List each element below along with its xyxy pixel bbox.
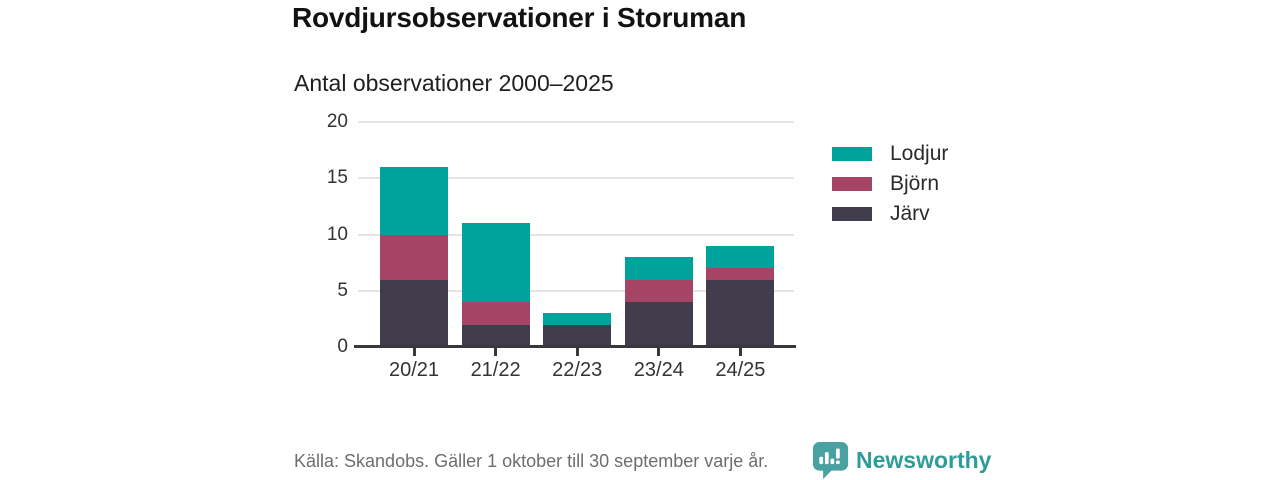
chart-title: Rovdjursobservationer i Storuman [292,2,747,33]
legend-label: Björn [890,172,940,195]
bar-24-25 [706,245,775,347]
x-axis-tick-label: 23/24 [633,359,684,381]
legend-item-järv: Järv [832,202,948,225]
bar-segment-lodjur [624,257,693,280]
bar-segment-lodjur [706,245,775,269]
legend-swatch-järv [832,207,872,221]
x-axis-tick [412,347,416,356]
bar-23-24 [624,257,693,347]
newsworthy-logo: Newsworthy [812,441,991,479]
gridline-y10 [358,233,794,236]
gridline-y5 [358,289,794,292]
x-axis-tick-label: 22/23 [552,359,603,381]
legend-label: Järv [890,202,930,225]
x-axis-tick-label: 24/25 [715,359,766,381]
legend-swatch-björn [832,177,872,191]
x-axis-tick-label: 21/22 [470,359,521,381]
gridline-y20 [358,121,794,123]
bar-segment-järv [706,279,775,347]
source-note: Källa: Skandobs. Gäller 1 oktober till 3… [294,451,769,471]
bar-segment-björn [706,268,775,280]
newsworthy-logo-icon [812,441,849,479]
x-axis-tick [738,347,742,356]
x-axis-tick [494,347,498,356]
legend-item-lodjur: Lodjur [832,142,949,165]
y-axis-tick-label: 20 [326,111,348,132]
legend-label: Lodjur [890,142,949,165]
legend-swatch-lodjur [832,147,872,161]
legend: Lodjur Björn Järv [832,142,949,233]
bar-20-21 [380,167,448,347]
bar-segment-lodjur [380,167,448,235]
bar-segment-björn [461,302,530,325]
bar-segment-lodjur [461,223,530,302]
y-axis-tick-label: 0 [337,336,348,357]
gridline-y15 [358,177,794,180]
x-axis-tick [657,347,661,356]
x-axis-line [354,345,796,348]
y-axis-tick-label: 5 [337,279,348,301]
bar-segment-järv [380,279,448,347]
y-axis-tick-label: 10 [326,223,348,245]
plot-area: 0 5 10 15 20 20/21 21/22 22/23 23/24 24/25 [327,111,796,381]
x-axis-tick-label: 20/21 [388,359,440,381]
y-axis-tick-label: 15 [326,167,348,189]
bar-22-23 [543,313,612,347]
bar-segment-järv [543,324,612,347]
bar-segment-järv [461,324,530,347]
x-axis-tick [575,347,579,356]
bar-segment-lodjur [543,313,612,325]
bar-segment-järv [624,302,693,347]
bar-segment-björn [380,234,448,280]
chart-subtitle: Antal observationer 2000–2025 [294,70,614,96]
legend-item-björn: Björn [832,172,948,195]
bar-21-22 [461,223,530,347]
brand-name: Newsworthy [856,446,992,473]
bar-segment-björn [624,279,693,302]
